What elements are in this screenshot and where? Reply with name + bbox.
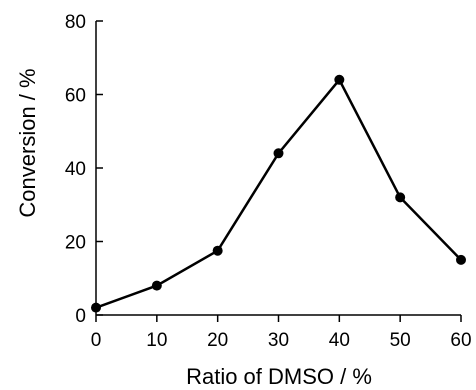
series-points bbox=[91, 74, 466, 313]
y-axis-title: Conversion / % bbox=[15, 68, 40, 217]
y-tick-label: 0 bbox=[75, 306, 86, 327]
data-point bbox=[334, 74, 345, 85]
plot-area: 0 20 40 60 80 0 10 20 30 40 50 60 bbox=[65, 12, 472, 351]
data-point bbox=[456, 254, 466, 265]
x-tick-label: 30 bbox=[268, 330, 289, 351]
data-point bbox=[273, 148, 284, 159]
y-axis-ticks: 0 20 40 60 80 bbox=[65, 12, 103, 327]
data-point bbox=[395, 192, 406, 203]
x-tick-label: 0 bbox=[91, 330, 102, 351]
x-tick-label: 50 bbox=[390, 330, 411, 351]
y-tick-label: 40 bbox=[65, 159, 86, 180]
y-tick-label: 80 bbox=[65, 12, 86, 33]
data-point bbox=[151, 280, 162, 291]
data-point bbox=[91, 302, 101, 313]
y-tick-label: 60 bbox=[65, 86, 86, 107]
series-line bbox=[95, 77, 462, 309]
x-axis-ticks: 0 10 20 30 40 50 60 bbox=[91, 315, 472, 351]
x-axis-title: Ratio of DMSO / % bbox=[186, 364, 372, 389]
x-tick-label: 20 bbox=[207, 330, 228, 351]
x-tick-label: 10 bbox=[146, 330, 167, 351]
data-point bbox=[212, 245, 223, 256]
y-tick-label: 20 bbox=[65, 233, 86, 254]
x-tick-label: 40 bbox=[329, 330, 350, 351]
x-tick-label: 60 bbox=[450, 330, 471, 351]
